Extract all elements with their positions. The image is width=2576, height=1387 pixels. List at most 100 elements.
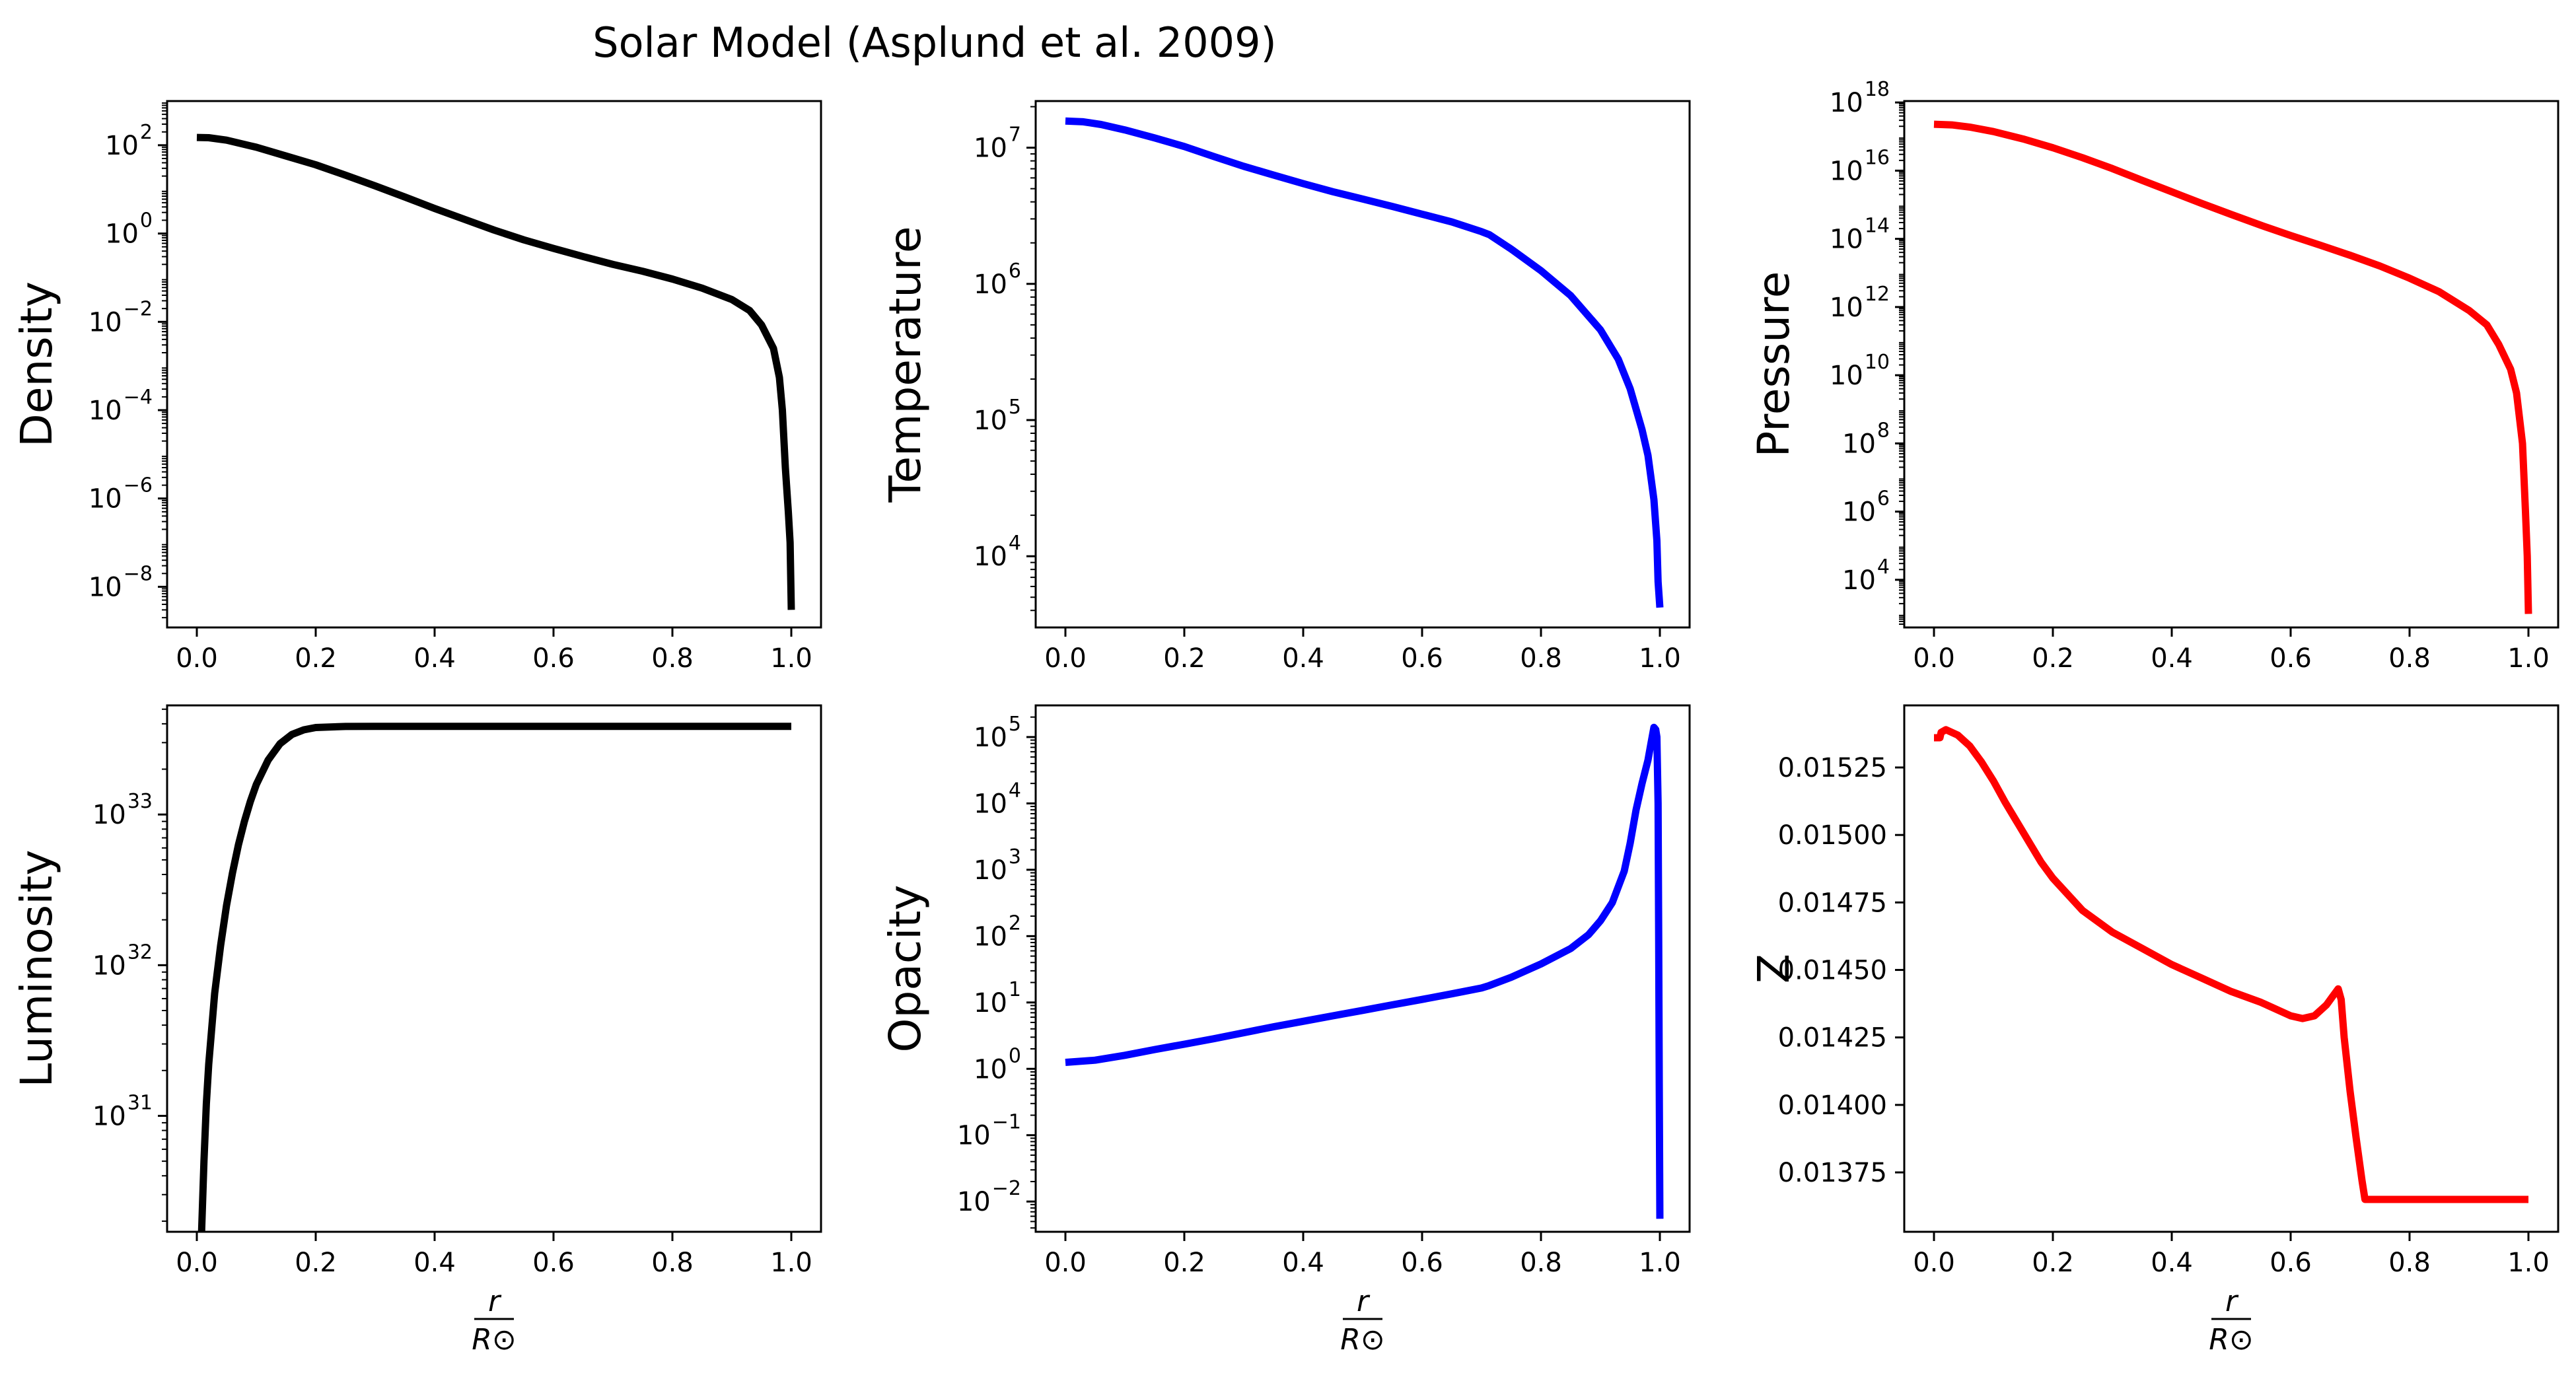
density-series-line — [196, 133, 795, 610]
opacity-xlabel-numerator: r — [1357, 1285, 1371, 1318]
luminosity-ytick-base: 10 — [92, 950, 126, 981]
density-xtick-label: 0.8 — [651, 643, 694, 674]
opacity-ytick-exponent: 2 — [1009, 911, 1021, 935]
density-axes-frame — [166, 100, 822, 629]
opacity-xlabel-denominator: R⊙ — [1340, 1323, 1384, 1357]
metallicity-ytick-label: 0.01525 — [1778, 753, 1887, 783]
subplot-grid: 0.0 0.2 0.4 0.6 0.8 1.0210010−210−410−610−810… — [11, 78, 2559, 1357]
temperature-ytick-base: 10 — [974, 406, 1007, 436]
opacity-ytick-base: 10 — [974, 723, 1007, 753]
luminosity-xlabel-denominator: R⊙ — [472, 1323, 516, 1357]
luminosity-xtick-label: 1.0 — [770, 1248, 812, 1278]
pressure-ytick-base: 10 — [1830, 156, 1863, 186]
metallicity-ytick-label: 0.01475 — [1778, 888, 1887, 918]
temperature-xtick-label: 0.6 — [1401, 643, 1443, 674]
metallicity-ytick-label: 0.01500 — [1778, 820, 1887, 851]
pressure-xtick-label: 0.4 — [2151, 643, 2193, 674]
opacity-xtick-label: 0.0 — [1044, 1248, 1087, 1278]
pressure-ytick-exponent: 4 — [1877, 555, 1890, 579]
luminosity-xtick-label: 0.2 — [295, 1248, 337, 1278]
opacity-ytick-base: 10 — [974, 789, 1007, 819]
pressure-series-line — [1933, 120, 2532, 614]
luminosity-ytick-base: 10 — [92, 800, 126, 830]
pressure-ytick-base: 10 — [1842, 497, 1876, 528]
pressure-ylabel: Pressure — [1748, 271, 1799, 458]
subplot-opacity: 0.0 0.2 0.4 0.6 0.8 1.0510410310210110010−110… — [880, 704, 1691, 1357]
subplot-luminosity: 0.0 0.2 0.4 0.6 0.8 1.0331032103110Luminosity… — [11, 704, 822, 1357]
temperature-xtick-label: 0.4 — [1282, 643, 1324, 674]
temperature-ytick-exponent: 6 — [1009, 260, 1021, 283]
metallicity-xtick-label: 0.4 — [2151, 1248, 2193, 1278]
opacity-ytick-exponent: 1 — [1009, 978, 1021, 1001]
temperature-xtick-label: 0.2 — [1163, 643, 1205, 674]
metallicity-xtick-label: 0.2 — [2032, 1248, 2074, 1278]
pressure-xtick-label: 0.2 — [2032, 643, 2074, 674]
luminosity-ylabel: Luminosity — [11, 850, 62, 1088]
density-xtick-label: 0.0 — [176, 643, 218, 674]
luminosity-ytick-exponent: 33 — [127, 790, 153, 813]
metallicity-ytick-label: 0.01375 — [1778, 1158, 1887, 1188]
metallicity-xlabel-numerator: r — [2225, 1285, 2239, 1318]
density-xtick-label: 0.2 — [295, 643, 337, 674]
pressure-ytick-base: 10 — [1830, 88, 1863, 118]
temperature-axes-frame — [1034, 100, 1691, 629]
metallicity-ytick-label: 0.01450 — [1778, 956, 1887, 986]
temperature-ytick-base: 10 — [974, 133, 1007, 164]
opacity-axes-frame — [1034, 704, 1691, 1233]
opacity-ytick-exponent: 0 — [1009, 1044, 1021, 1067]
density-ytick-exponent: −6 — [124, 474, 153, 497]
pressure-ytick-exponent: 8 — [1877, 419, 1890, 442]
subplot-temperature: 0.0 0.2 0.4 0.6 0.8 1.0710610510410Temperatur… — [880, 100, 1691, 674]
density-xtick-label: 0.4 — [413, 643, 456, 674]
luminosity-series-line — [197, 723, 791, 1232]
density-ylabel: Density — [11, 281, 62, 447]
density-ytick-exponent: 0 — [140, 209, 153, 232]
temperature-series-line — [1065, 117, 1664, 608]
metallicity-series-line — [1934, 726, 2528, 1203]
opacity-ytick-exponent: −1 — [992, 1111, 1021, 1134]
opacity-ytick-exponent: 5 — [1009, 713, 1021, 736]
opacity-ytick-exponent: 4 — [1009, 779, 1021, 802]
luminosity-ytick-exponent: 32 — [127, 941, 153, 964]
density-ytick-base: 10 — [89, 484, 122, 515]
pressure-xtick-label: 0.8 — [2388, 643, 2431, 674]
luminosity-axes-frame — [166, 704, 822, 1233]
opacity-ytick-exponent: −2 — [992, 1177, 1021, 1200]
pressure-ytick-base: 10 — [1842, 565, 1876, 596]
opacity-xtick-label: 0.4 — [1282, 1248, 1324, 1278]
metallicity-xlabel-denominator: R⊙ — [2209, 1323, 2253, 1357]
density-ytick-base: 10 — [89, 572, 122, 602]
temperature-ytick-exponent: 5 — [1009, 396, 1021, 419]
pressure-xtick-label: 0.6 — [2270, 643, 2312, 674]
temperature-ytick-exponent: 4 — [1009, 532, 1021, 555]
density-ytick-base: 10 — [105, 219, 139, 250]
luminosity-xtick-label: 0.6 — [532, 1248, 575, 1278]
temperature-ytick-base: 10 — [974, 269, 1007, 300]
metallicity-axes-frame — [1903, 704, 2559, 1233]
density-ytick-base: 10 — [105, 131, 139, 161]
density-ytick-base: 10 — [89, 307, 122, 338]
subplot-pressure: 0.0 0.2 0.4 0.6 0.8 1.01810161014101210101081… — [1748, 78, 2559, 674]
opacity-ytick-base: 10 — [957, 1121, 991, 1151]
metallicity-ylabel: Z — [1748, 954, 1799, 983]
pressure-axes-frame — [1903, 100, 2559, 629]
subplot-density: 0.0 0.2 0.4 0.6 0.8 1.0210010−210−410−610−810… — [11, 100, 822, 674]
opacity-ytick-base: 10 — [974, 988, 1007, 1018]
metallicity-xtick-label: 0.8 — [2388, 1248, 2431, 1278]
opacity-xtick-label: 0.2 — [1163, 1248, 1205, 1278]
metallicity-ytick-label: 0.01425 — [1778, 1023, 1887, 1053]
pressure-ytick-base: 10 — [1830, 225, 1863, 255]
pressure-ytick-exponent: 18 — [1865, 78, 1890, 101]
pressure-ytick-base: 10 — [1830, 293, 1863, 323]
temperature-ytick-base: 10 — [974, 542, 1007, 572]
temperature-ytick-exponent: 7 — [1009, 124, 1021, 147]
luminosity-xtick-label: 0.8 — [651, 1248, 694, 1278]
metallicity-ytick-label: 0.01400 — [1778, 1090, 1887, 1121]
opacity-xtick-label: 0.8 — [1520, 1248, 1562, 1278]
temperature-xtick-label: 0.8 — [1520, 643, 1562, 674]
opacity-ytick-base: 10 — [974, 855, 1007, 886]
pressure-xtick-label: 0.0 — [1913, 643, 1955, 674]
pressure-ytick-base: 10 — [1842, 429, 1876, 459]
pressure-ytick-exponent: 12 — [1865, 283, 1890, 306]
